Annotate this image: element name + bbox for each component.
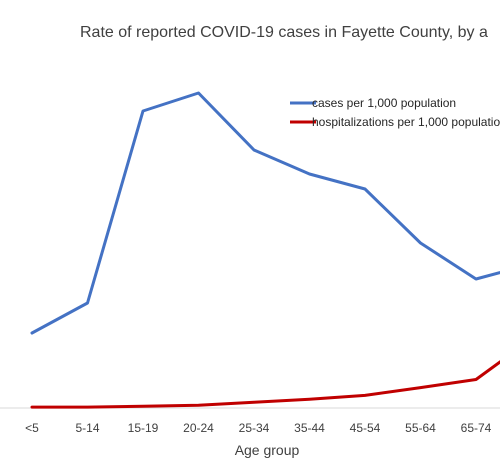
legend: cases per 1,000 population hospitalizati… xyxy=(290,96,500,129)
legend-label-cases: cases per 1,000 population xyxy=(312,96,456,110)
x-tick-label: 15-19 xyxy=(128,421,159,435)
series-line-0 xyxy=(30,91,500,335)
x-tick-label: 55-64 xyxy=(405,421,436,435)
x-tick-label: 5-14 xyxy=(75,421,99,435)
x-tick-label: <5 xyxy=(25,421,39,435)
chart-title: Rate of reported COVID-19 cases in Fayet… xyxy=(80,24,488,41)
x-tick-label: 65-74 xyxy=(461,421,492,435)
x-tick-label: 20-24 xyxy=(183,421,214,435)
series-line-1 xyxy=(30,360,500,409)
series-layer xyxy=(30,91,500,409)
x-tick-label: 35-44 xyxy=(294,421,325,435)
legend-label-hospitalizations: hospitalizations per 1,000 population xyxy=(312,115,500,129)
x-tick-label: 45-54 xyxy=(350,421,381,435)
x-tick-label: 25-34 xyxy=(239,421,270,435)
x-tick-labels: <5 5-14 15-19 20-24 25-34 35-44 45-54 55-64 65-7… xyxy=(25,421,492,435)
x-axis-title: Age group xyxy=(235,442,300,458)
